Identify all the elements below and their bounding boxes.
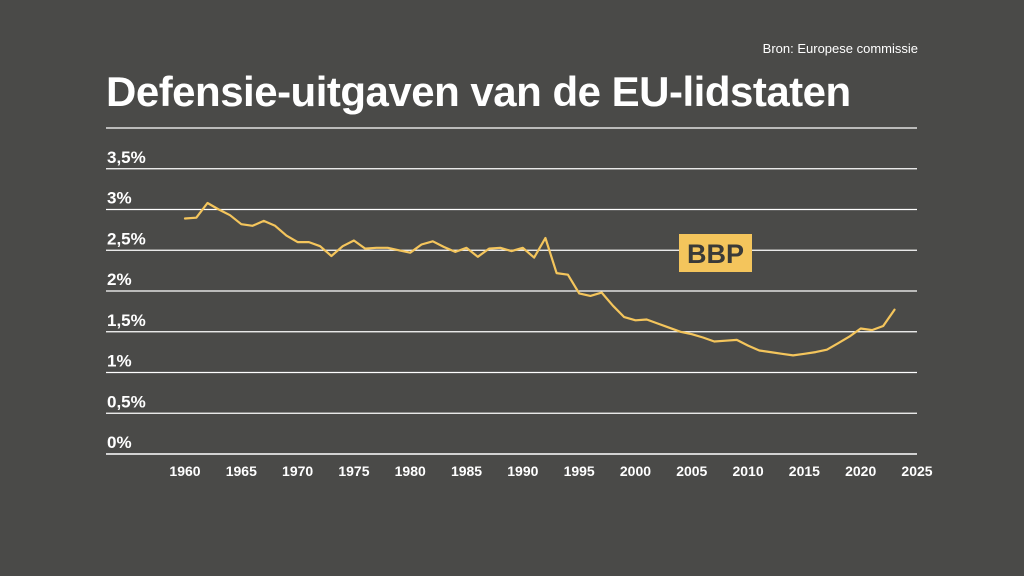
y-tick-label: 1,5%	[107, 311, 146, 330]
x-tick-label: 2010	[732, 463, 763, 479]
x-tick-label: 1995	[564, 463, 595, 479]
y-tick-label: 1%	[107, 352, 132, 371]
y-tick-label: 0,5%	[107, 392, 146, 411]
series-layer	[183, 201, 896, 357]
y-tick-label: 3%	[107, 189, 132, 208]
grid-layer	[106, 127, 917, 455]
x-tick-label: 1960	[169, 463, 200, 479]
page-title: Defensie-uitgaven van de EU-lidstaten	[106, 68, 851, 115]
y-tick-label: 2%	[107, 270, 132, 289]
x-tick-label: 2000	[620, 463, 651, 479]
series-line-bbp	[183, 201, 896, 357]
bbp-label-box	[679, 234, 752, 272]
y-tick-label: 3,5%	[107, 148, 146, 167]
source-note: Bron: Europese commissie	[762, 41, 918, 56]
x-tick-label: 2020	[845, 463, 876, 479]
y-tick-label: 0%	[107, 433, 132, 452]
x-tick-labels: 1960 1965 1970 1975 1980 1985 1990 1995 2000 2005…	[169, 463, 932, 479]
x-tick-label: 1970	[282, 463, 313, 479]
x-tick-label: 1975	[338, 463, 369, 479]
annotation-layer: BBP	[679, 234, 752, 272]
y-tick-labels: 0% 0,5% 1% 1,5% 2% 2,5% 3% 3,5%	[107, 148, 146, 452]
x-tick-label: 1985	[451, 463, 482, 479]
x-tick-label: 2025	[901, 463, 932, 479]
x-tick-label: 1980	[395, 463, 426, 479]
x-tick-label: 1965	[226, 463, 257, 479]
bbp-label: BBP	[687, 239, 744, 269]
x-tick-label: 2005	[676, 463, 707, 479]
x-tick-label: 1990	[507, 463, 538, 479]
x-tick-label: 2015	[789, 463, 820, 479]
y-tick-label: 2,5%	[107, 229, 146, 248]
